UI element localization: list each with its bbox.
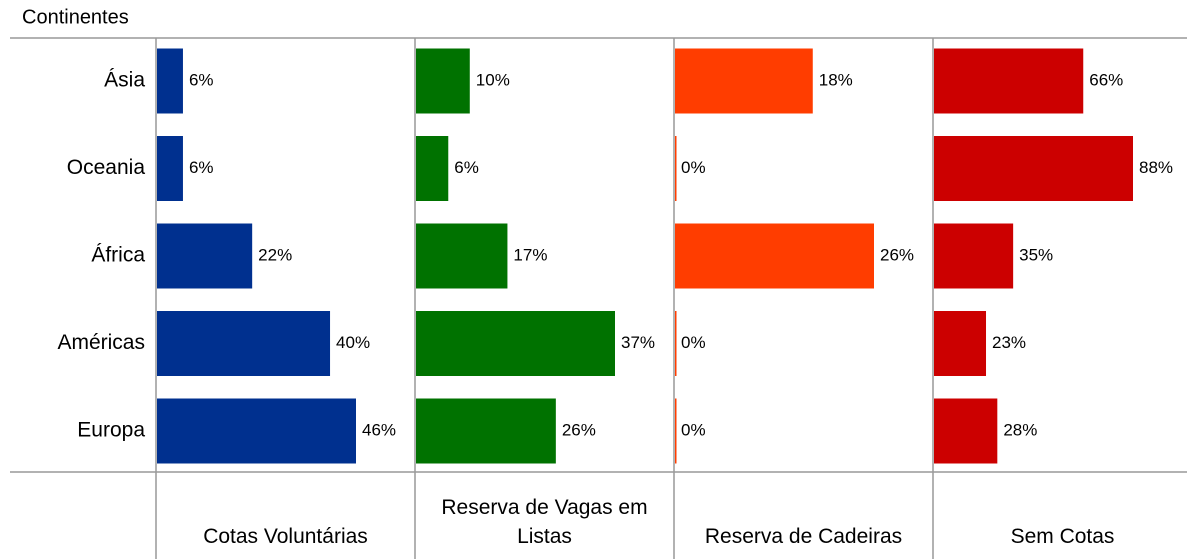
value-label: 6% xyxy=(189,158,214,177)
value-label: 6% xyxy=(454,158,479,177)
bar xyxy=(416,136,449,201)
value-label: 35% xyxy=(1019,245,1053,264)
bar xyxy=(416,311,615,376)
bar xyxy=(675,398,677,464)
value-label: 37% xyxy=(621,333,655,352)
value-label: 0% xyxy=(681,333,706,352)
value-label: 18% xyxy=(819,70,853,89)
value-label: 46% xyxy=(362,420,396,439)
bar xyxy=(675,223,874,289)
category-label: Oceania xyxy=(67,156,146,179)
value-label: 6% xyxy=(189,70,214,89)
value-label: 26% xyxy=(562,420,596,439)
bar xyxy=(675,136,677,201)
value-label: 17% xyxy=(513,245,547,264)
category-label: Américas xyxy=(57,331,145,354)
column-header: Reserva de Cadeiras xyxy=(704,525,903,548)
value-label: 66% xyxy=(1089,70,1123,89)
bar xyxy=(934,311,987,376)
bar xyxy=(934,136,1133,201)
value-label: 88% xyxy=(1139,158,1173,177)
bar xyxy=(934,48,1084,114)
bar xyxy=(934,398,998,464)
value-label: 0% xyxy=(681,158,706,177)
bar xyxy=(675,48,813,114)
value-label: 28% xyxy=(1003,420,1037,439)
category-label: Ásia xyxy=(104,69,145,92)
bar xyxy=(157,136,183,201)
bar xyxy=(675,311,677,376)
value-label: 23% xyxy=(992,333,1026,352)
category-label: Europa xyxy=(77,419,145,442)
column-header: Cotas Voluntárias xyxy=(203,525,368,548)
bar xyxy=(157,48,183,114)
bar xyxy=(157,398,356,464)
category-label: África xyxy=(91,244,145,267)
bar xyxy=(157,311,331,376)
bar xyxy=(416,48,470,114)
value-label: 10% xyxy=(476,70,510,89)
value-label: 26% xyxy=(880,245,914,264)
column-header: Sem Cotas xyxy=(1010,525,1115,548)
value-label: 0% xyxy=(681,420,706,439)
bar xyxy=(416,398,556,464)
value-label: 40% xyxy=(336,333,370,352)
column-header: Reserva de Vagas em Listas xyxy=(441,496,648,548)
bar xyxy=(934,223,1014,289)
row-header: Continentes xyxy=(22,6,129,28)
bar xyxy=(416,223,508,289)
value-label: 22% xyxy=(258,245,292,264)
bar xyxy=(157,223,253,289)
